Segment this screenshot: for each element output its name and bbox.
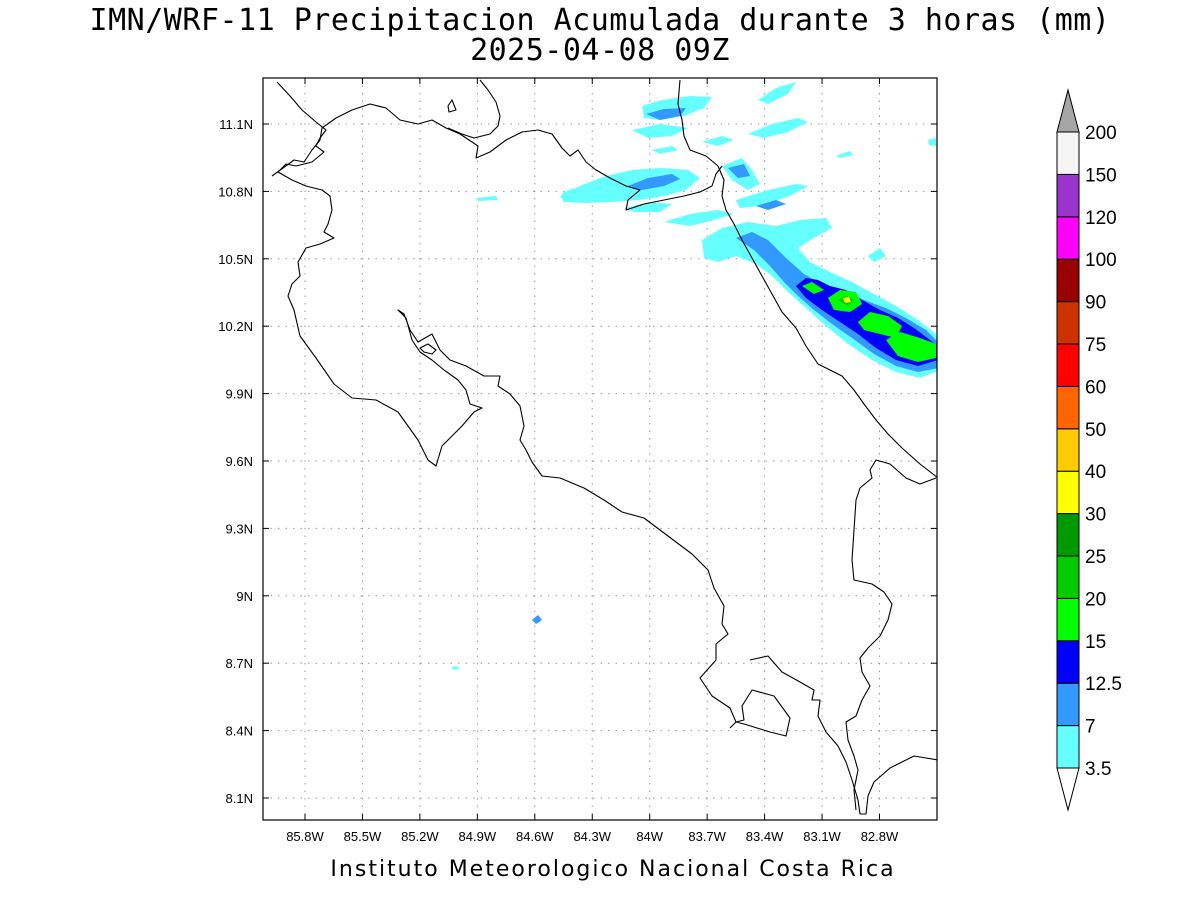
longitude-axis: 85.8W 85.5W 85.2W 84.9W 84.6W 84.3W 84W 83.7W 83… <box>286 78 899 844</box>
colorbar-segment <box>1056 682 1080 727</box>
colorbar-label: 7 <box>1085 717 1096 738</box>
colorbar-segment <box>1056 131 1080 175</box>
lake-island <box>447 99 457 113</box>
latitude-axis: 11.1N 10.8N 10.5N 10.2N 9.9N 9.6N 9.3N 9N 8.7N 8.… <box>218 117 937 806</box>
lat-tick-label: 8.7N <box>226 656 253 671</box>
map-valid-time: 2025-04-08 09Z <box>470 33 730 68</box>
colorbar-label: 25 <box>1085 547 1106 568</box>
precip-cell-south <box>452 615 542 670</box>
colorbar-top-arrow <box>1056 88 1080 133</box>
precip-band-north <box>476 82 936 226</box>
colorbar-segment <box>1056 173 1080 218</box>
colorbar-label: 75 <box>1085 335 1106 356</box>
map-frame <box>262 77 938 821</box>
colorbar-segment <box>1056 385 1080 430</box>
lon-tick-label: 85.2W <box>401 829 439 844</box>
lat-tick-label: 9.9N <box>226 387 253 402</box>
lon-tick-label: 84W <box>636 829 663 844</box>
lon-tick-label: 83.4W <box>746 829 784 844</box>
lon-tick-label: 85.5W <box>344 829 382 844</box>
lon-tick-label: 84.3W <box>573 829 611 844</box>
lake-nicaragua-shore <box>447 79 501 139</box>
lat-tick-label: 11.1N <box>219 117 253 132</box>
lat-tick-label: 10.8N <box>218 184 253 199</box>
lat-tick-label: 9.3N <box>226 521 253 536</box>
coastlines <box>271 79 937 815</box>
colorbar-label: 3.5 <box>1085 759 1111 780</box>
lon-tick-label: 84.9W <box>459 829 497 844</box>
colorbar-segment <box>1056 343 1080 387</box>
colorbar-segment <box>1056 258 1080 303</box>
lon-tick-label: 84.6W <box>516 829 554 844</box>
lon-tick-label: 82.8W <box>861 829 899 844</box>
map-title: IMN/WRF-11 Precipitacion Acumulada duran… <box>89 3 1111 38</box>
colorbar: 3.5 7 12.5 15 20 25 30 40 50 60 75 90 100 120 150 200 <box>1056 88 1122 812</box>
colorbar-label: 60 <box>1085 377 1106 398</box>
colorbar-label: 40 <box>1085 462 1106 483</box>
colorbar-segment <box>1056 597 1080 642</box>
colorbar-label: 15 <box>1085 632 1106 653</box>
lat-tick-label: 8.1N <box>226 791 253 806</box>
colorbar-segment <box>1056 216 1080 260</box>
lat-tick-label: 8.4N <box>226 724 253 739</box>
golfito-coast <box>845 459 937 811</box>
lon-tick-label: 83.7W <box>688 829 726 844</box>
lat-tick-label: 10.5N <box>218 252 253 267</box>
lat-tick-label: 9.6N <box>226 454 253 469</box>
colorbar-segment <box>1056 301 1080 345</box>
colorbar-label: 12.5 <box>1085 674 1122 695</box>
colorbar-label: 30 <box>1085 505 1106 526</box>
footer-credit: Instituto Meteorologico Nacional Costa R… <box>330 857 896 882</box>
colorbar-segment <box>1056 555 1080 599</box>
osa-peninsula <box>749 655 937 815</box>
colorbar-label: 200 <box>1085 123 1117 144</box>
colorbar-label: 100 <box>1085 250 1117 271</box>
colorbar-segment <box>1056 725 1080 769</box>
lat-tick-label: 10.2N <box>218 319 253 334</box>
colorbar-label: 20 <box>1085 589 1106 610</box>
lon-tick-label: 83.1W <box>803 829 841 844</box>
nicaragua-pacific-coast <box>276 81 791 737</box>
colorbar-segment <box>1056 640 1080 684</box>
gulf-nicoya-island <box>419 343 437 355</box>
precipitation-field <box>452 82 937 670</box>
nicaragua-border <box>271 103 723 211</box>
colorbar-label: 90 <box>1085 293 1106 314</box>
colorbar-label: 150 <box>1085 165 1117 186</box>
colorbar-bottom-arrow <box>1056 767 1080 812</box>
colorbar-label: 50 <box>1085 420 1106 441</box>
caribbean-coast <box>677 79 937 478</box>
colorbar-segment <box>1056 428 1080 472</box>
lat-tick-label: 9N <box>236 589 253 604</box>
colorbar-segment <box>1056 470 1080 515</box>
lon-tick-label: 85.8W <box>286 829 324 844</box>
colorbar-segment <box>1056 513 1080 557</box>
colorbar-label: 120 <box>1085 208 1117 229</box>
precip-band-caribbean <box>702 218 937 378</box>
